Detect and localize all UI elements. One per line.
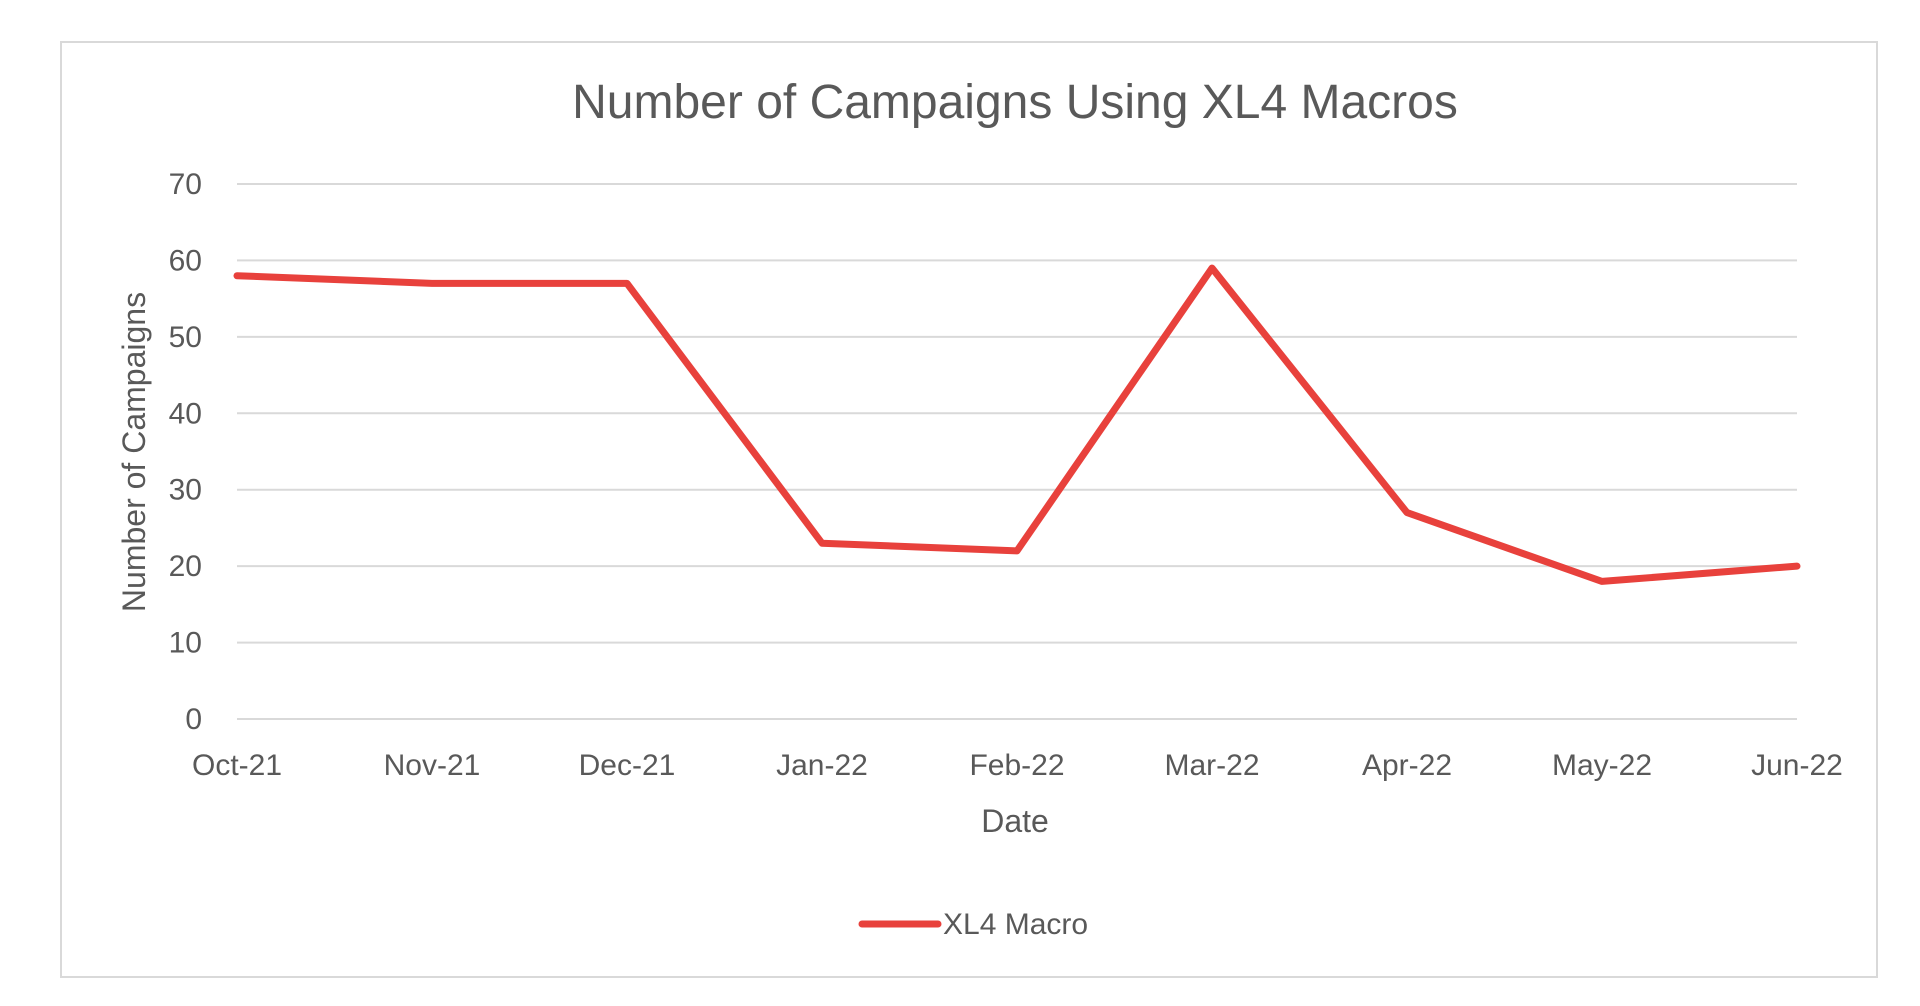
x-tick-label: Mar-22: [1164, 749, 1259, 782]
x-tick-label: Dec-21: [579, 749, 676, 782]
y-tick-label: 60: [169, 244, 202, 277]
y-tick-label: 10: [169, 627, 202, 660]
x-tick-label: Oct-21: [192, 749, 282, 782]
y-tick-label: 50: [169, 321, 202, 354]
x-axis-ticks: Oct-21 Nov-21 Dec-21 Jan-22 Feb-22 Mar-22 Apr-…: [192, 749, 1843, 782]
x-tick-label: Feb-22: [969, 749, 1064, 782]
x-tick-label: Jan-22: [776, 749, 868, 782]
gridlines: [237, 183, 1797, 720]
y-tick-label: 70: [169, 168, 202, 201]
x-tick-label: Nov-21: [384, 749, 481, 782]
y-tick-label: 30: [169, 474, 202, 507]
series-lines: [233, 264, 1801, 585]
chart-title: Number of Campaigns Using XL4 Macros: [572, 76, 1458, 129]
legend: XL4 Macro: [858, 908, 1088, 941]
legend-label: XL4 Macro: [943, 908, 1088, 941]
chart-frame: [60, 41, 1878, 978]
x-axis-title: Date: [981, 803, 1049, 839]
series-line: [233, 264, 1801, 585]
y-axis-ticks: 0 10 20 30 40 50 60 70: [169, 168, 202, 736]
x-tick-label: May-22: [1552, 749, 1652, 782]
x-tick-label: Jun-22: [1751, 749, 1843, 782]
y-axis-title: Number of Campaigns: [116, 292, 152, 612]
y-tick-label: 0: [185, 703, 202, 736]
x-tick-label: Apr-22: [1362, 749, 1452, 782]
y-tick-label: 20: [169, 550, 202, 583]
y-tick-label: 40: [169, 397, 202, 430]
